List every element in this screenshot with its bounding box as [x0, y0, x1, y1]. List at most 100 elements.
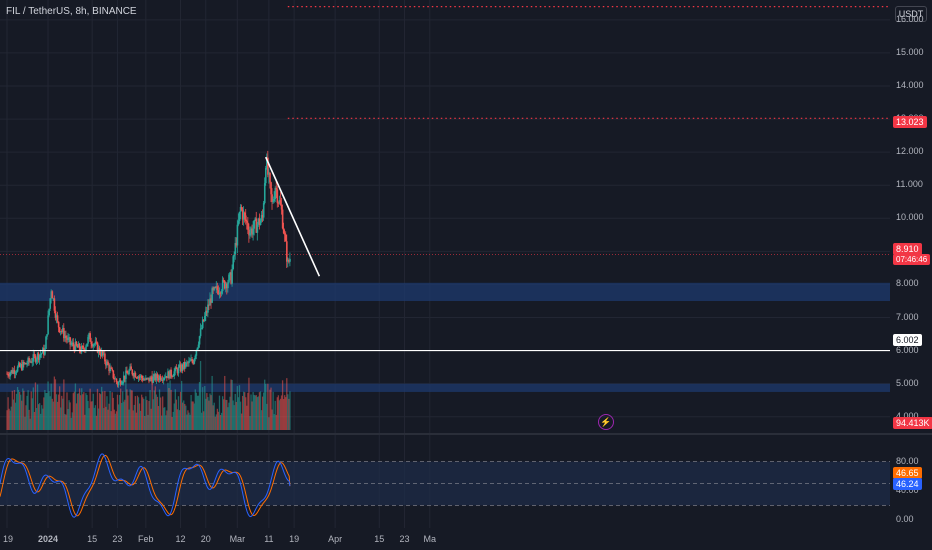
volume-bar [253, 394, 255, 430]
support-zone-1 [0, 383, 890, 392]
candle-body [271, 194, 273, 202]
volume-bar [264, 379, 266, 430]
candle-body [190, 359, 192, 361]
candle-body [148, 377, 150, 382]
volume-bar [138, 403, 141, 430]
candle-body [47, 315, 49, 335]
volume-bar [19, 391, 21, 430]
volume-bar [142, 397, 144, 430]
volume-bar [48, 391, 50, 430]
volume-bar [13, 389, 16, 430]
volume-bar [15, 393, 18, 430]
volume-bar [85, 393, 87, 430]
volume-bar [163, 407, 165, 430]
candle-body [177, 367, 180, 374]
volume-bar [271, 409, 273, 430]
volume-bar [204, 385, 206, 430]
volume-bar [123, 401, 125, 430]
candle-body [23, 361, 25, 365]
candle-body [191, 359, 193, 362]
volume-bar [107, 409, 109, 430]
candle-body [105, 361, 107, 366]
candle-body [213, 287, 216, 290]
volume-bar [96, 388, 99, 430]
candle-body [83, 347, 85, 350]
volume-bar [263, 392, 265, 430]
candle-body [225, 283, 227, 289]
candle-body [241, 209, 244, 220]
candle-body [110, 367, 113, 369]
volume-bar [284, 395, 286, 430]
candle-body [70, 343, 73, 345]
volume-bar [254, 395, 256, 430]
candle-body [53, 298, 56, 311]
candle-body [10, 370, 13, 373]
time-tick-label: 19 [289, 534, 300, 544]
candle-body [152, 376, 155, 383]
volume-bar [153, 390, 155, 430]
candle-body [9, 372, 12, 377]
volume-bar [131, 390, 133, 430]
candle-body [164, 377, 166, 379]
volume-bar [199, 361, 202, 430]
volume-bar [260, 410, 263, 430]
volume-bar [143, 398, 145, 430]
volume-bar [217, 411, 220, 430]
volume-bar [7, 397, 9, 430]
volume-bar [61, 395, 63, 430]
level-high-badge: 13.023 [893, 116, 927, 128]
volume-bar [282, 399, 285, 430]
volume-bar [23, 390, 25, 430]
time-tick-label: 23 [399, 534, 410, 544]
volume-bar [216, 408, 219, 430]
time-tick-label: 20 [200, 534, 211, 544]
volume-bar [239, 401, 242, 430]
candle-body [215, 286, 218, 288]
volume-bar [258, 392, 261, 430]
volume-bar [84, 414, 86, 430]
candle-body [125, 370, 127, 379]
volume-bar [259, 391, 262, 430]
candle-body [233, 254, 236, 257]
candle-body [237, 220, 240, 225]
candle-body [181, 364, 184, 370]
volume-bar [170, 389, 172, 430]
stoch-k-line [0, 453, 291, 518]
candle-body [156, 374, 159, 379]
volume-bar [287, 394, 289, 430]
currency-button[interactable]: USDT [895, 6, 927, 22]
volume-bar [82, 394, 84, 430]
volume-bar [31, 398, 33, 430]
volume-bar [90, 401, 92, 430]
candle-body [149, 377, 151, 382]
candle-body [102, 351, 104, 356]
candle-body [133, 372, 136, 377]
candle-body [33, 354, 36, 356]
candle-body [24, 362, 26, 365]
volume-bar [65, 414, 67, 430]
volume-bar [289, 391, 291, 430]
candle-body [274, 187, 277, 199]
candle-body [58, 327, 61, 333]
candle-body [184, 362, 186, 368]
time-tick-label: 2024 [37, 534, 59, 544]
candle-body [94, 341, 97, 345]
candle-body [194, 355, 197, 359]
candle-body [143, 379, 145, 381]
candle-body [155, 374, 158, 381]
volume-bar [285, 397, 287, 430]
candle-body [249, 233, 251, 236]
volume-bar [124, 399, 126, 430]
volume-bar [183, 400, 185, 430]
volume-bar [251, 401, 253, 430]
volume-bar [209, 393, 211, 430]
candle-body [26, 363, 28, 365]
volume-bar [41, 405, 43, 430]
volume-bar [89, 388, 91, 430]
volume-bar [55, 394, 58, 430]
lightning-icon[interactable]: ⚡ [598, 414, 614, 430]
volume-bar [77, 393, 80, 430]
candle-body [217, 290, 220, 295]
